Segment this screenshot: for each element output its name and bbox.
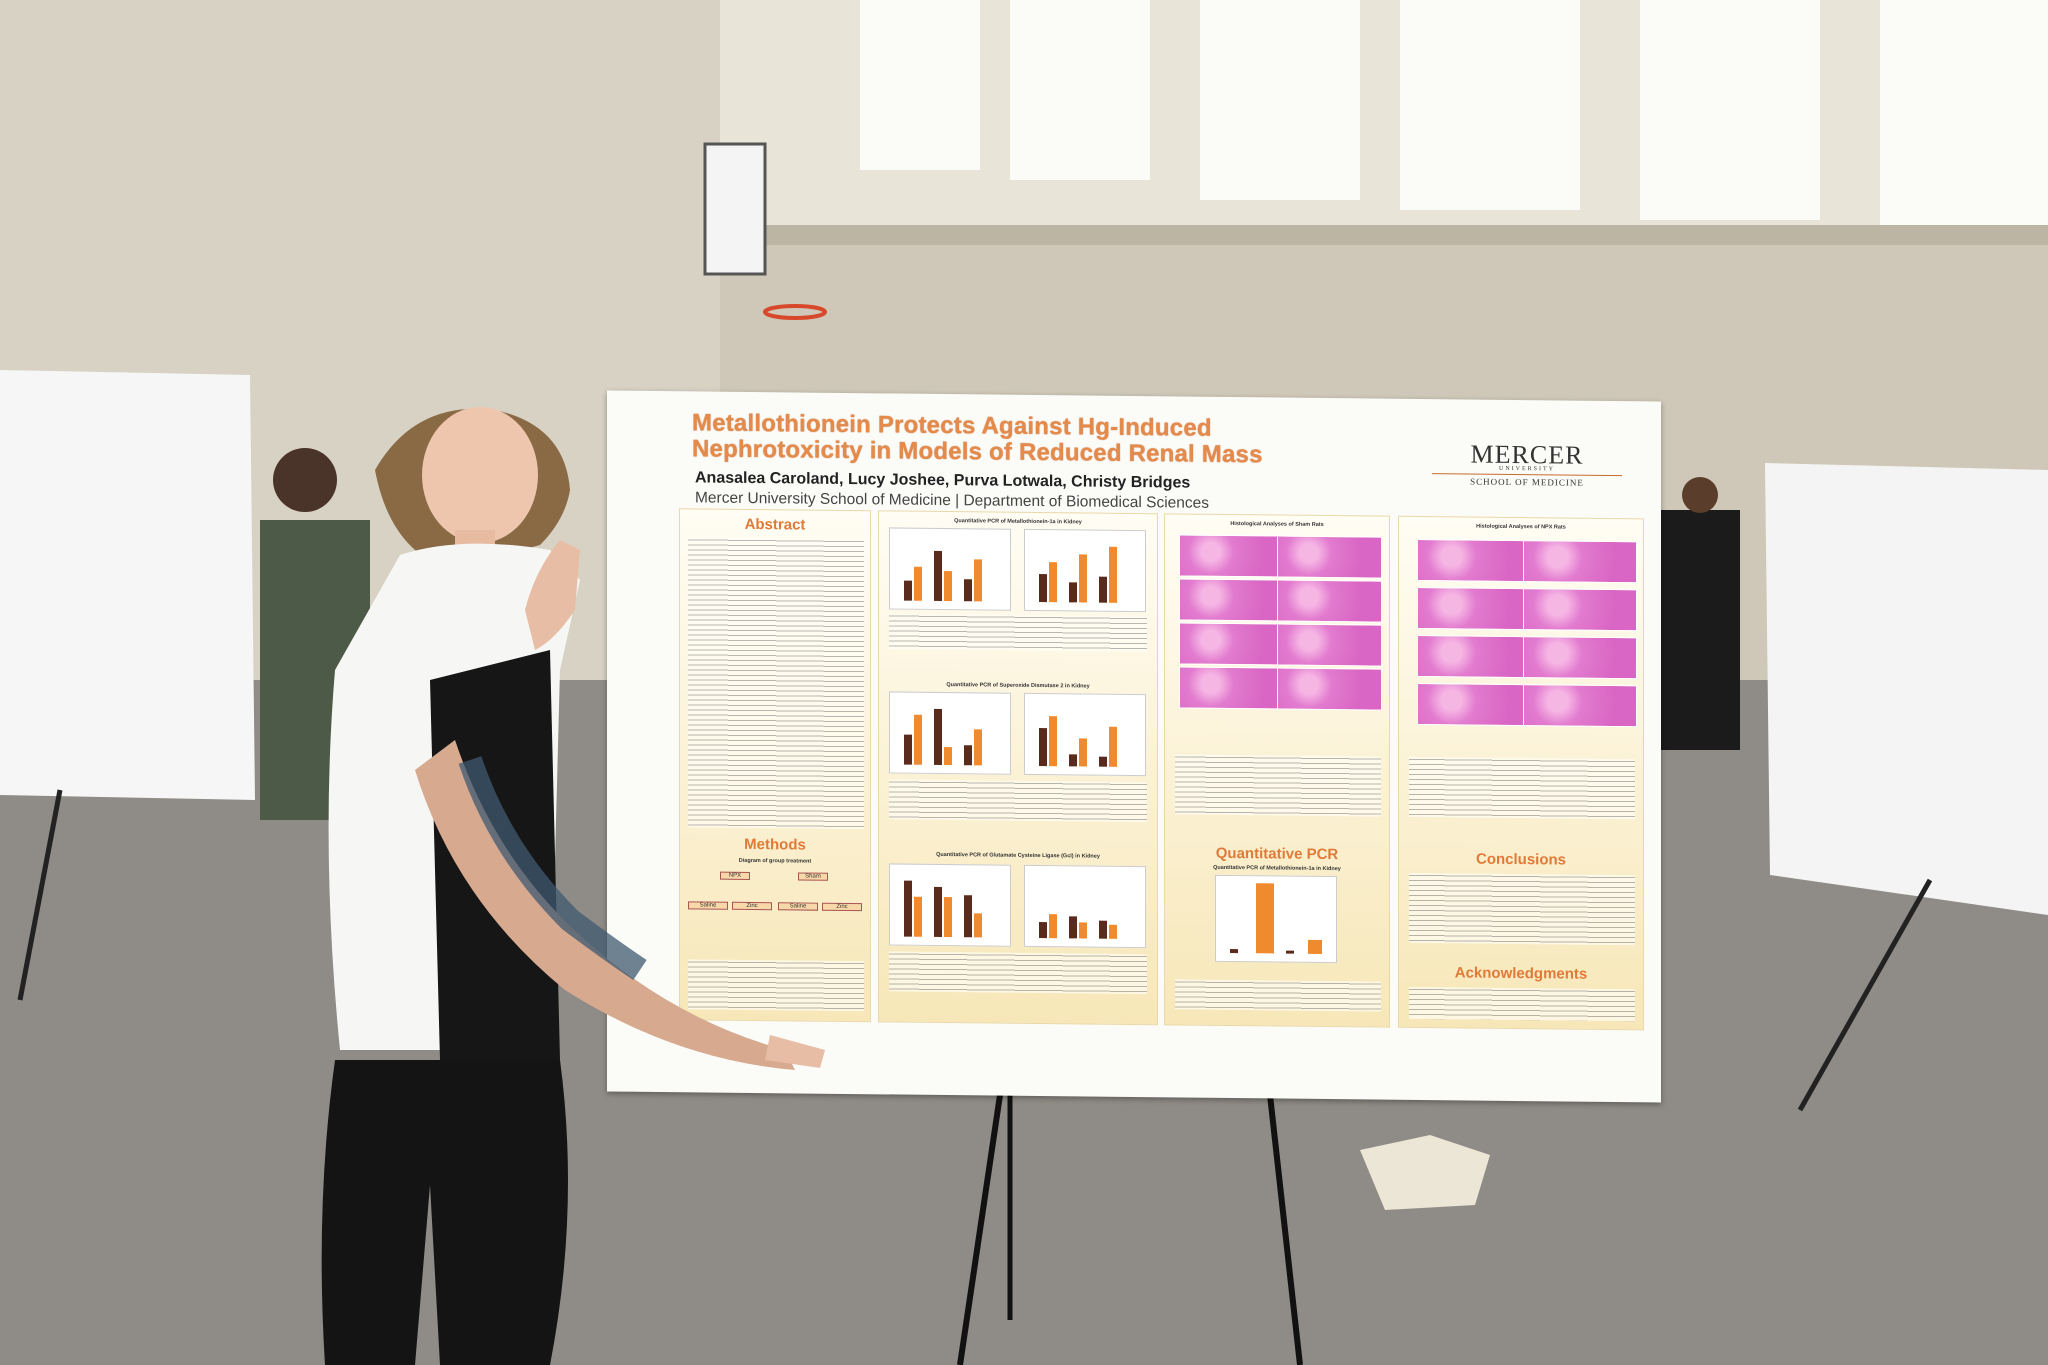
hand: [765, 1035, 825, 1068]
bystander-head: [273, 448, 337, 512]
pants: [321, 1060, 568, 1365]
easel-leg: [1797, 878, 1933, 1112]
raised-hand: [525, 540, 580, 650]
backboard: [703, 142, 767, 276]
window: [1400, 0, 1580, 210]
railing: [720, 225, 2048, 245]
window: [860, 0, 980, 170]
arm: [415, 740, 795, 1070]
tattoo: [458, 756, 647, 980]
bystander-head: [1682, 477, 1718, 513]
window: [1010, 0, 1150, 180]
hoop: [763, 304, 827, 320]
face: [422, 407, 538, 543]
easel-leg: [17, 789, 63, 1001]
right-board: [1765, 463, 2048, 915]
easel-leg: [1267, 1094, 1303, 1365]
window: [1200, 0, 1360, 200]
left-board: [0, 370, 255, 800]
window: [1880, 0, 2048, 230]
window: [1640, 0, 1820, 220]
bystander: [1660, 510, 1740, 750]
easel-leg: [957, 1094, 1003, 1365]
tote-bag: [1360, 1135, 1490, 1210]
windows: [860, 0, 2048, 230]
